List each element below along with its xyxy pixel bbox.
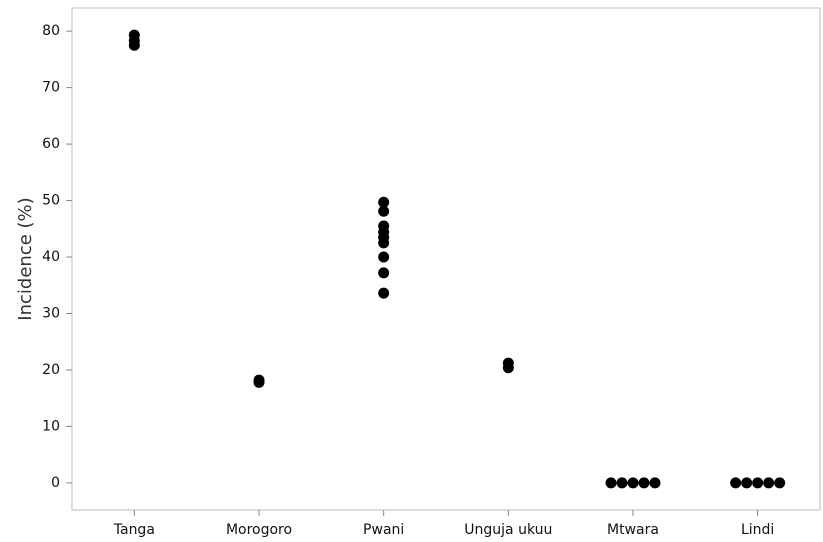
y-tick-label: 10 (42, 418, 60, 434)
data-point (741, 477, 753, 489)
data-point (616, 477, 628, 489)
y-tick-label: 50 (42, 193, 60, 209)
x-tick-label: Unguja ukuu (464, 522, 552, 538)
data-point (638, 477, 650, 489)
y-tick-label: 20 (42, 362, 60, 378)
x-tick-label: Pwani (363, 522, 404, 538)
data-point (774, 477, 786, 489)
plot-frame (71, 7, 821, 511)
y-tick-label: 30 (42, 305, 60, 321)
data-point (378, 196, 390, 208)
data-point (378, 205, 390, 217)
y-axis-label: Incidence (%) (15, 197, 36, 320)
y-tick-label: 70 (42, 80, 60, 96)
data-point (763, 477, 775, 489)
y-tick-label: 60 (42, 136, 60, 152)
data-point (730, 477, 742, 489)
data-point (752, 477, 764, 489)
y-tick-label: 40 (42, 249, 60, 265)
y-tick-label: 80 (42, 23, 60, 39)
data-point (378, 267, 390, 279)
x-tick-label: Tanga (113, 522, 155, 538)
data-point (128, 39, 140, 51)
data-point (502, 362, 514, 374)
data-point (605, 477, 617, 489)
data-point (649, 477, 661, 489)
data-point (378, 251, 390, 263)
data-point (253, 376, 265, 388)
data-point (378, 237, 390, 249)
y-tick-label: 0 (51, 475, 60, 491)
x-tick-label: Mtwara (607, 522, 659, 538)
x-tick-label: Lindi (741, 522, 774, 538)
data-point (378, 287, 390, 299)
x-tick-label: Morogoro (226, 522, 292, 538)
data-point (627, 477, 639, 489)
